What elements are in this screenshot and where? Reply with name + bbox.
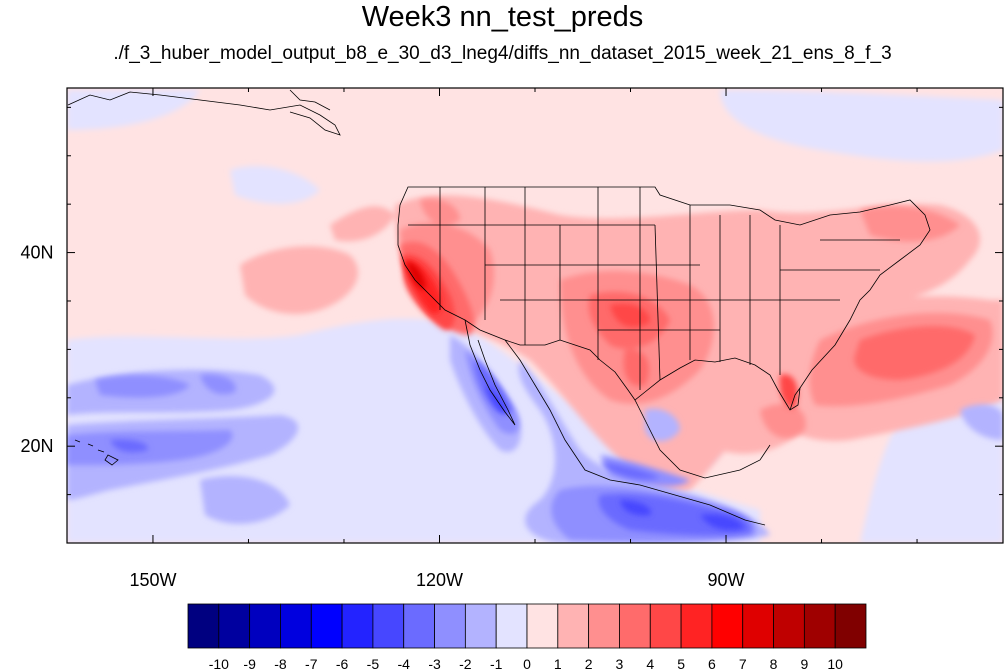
colorbar-swatch bbox=[649, 603, 682, 649]
colorbar-swatch bbox=[341, 603, 374, 649]
colorbar-label: 0 bbox=[523, 656, 531, 672]
colorbar-label: 3 bbox=[616, 656, 624, 672]
colorbar-label: 9 bbox=[800, 656, 808, 672]
y-axis: 40N 20N bbox=[20, 106, 1003, 496]
colorbar-label: -6 bbox=[336, 656, 349, 672]
colorbar: -10 -9 -8 -7 -6 -5 -4 -3 -2 -1 0 1 2 3 4 5 6 7 8 9 10 bbox=[187, 603, 867, 672]
x-tick-label: 150W bbox=[129, 570, 176, 590]
colorbar-label: -3 bbox=[428, 656, 441, 672]
colorbar-swatch bbox=[711, 603, 744, 649]
chart-title: Week3 nn_test_preds bbox=[361, 1, 644, 33]
colorbar-label: -7 bbox=[305, 656, 318, 672]
colorbar-label: 7 bbox=[739, 656, 747, 672]
colorbar-label: -2 bbox=[459, 656, 472, 672]
colorbar-swatch bbox=[742, 603, 774, 649]
colorbar-label: -10 bbox=[209, 656, 229, 672]
colorbar-label: -4 bbox=[398, 656, 411, 672]
colorbar-swatch bbox=[588, 603, 620, 649]
colorbar-swatch bbox=[526, 603, 559, 649]
colorbar-swatch bbox=[464, 603, 497, 649]
colorbar-swatch bbox=[834, 603, 867, 649]
field-layer bbox=[67, 90, 1003, 543]
colorbar-label: 10 bbox=[827, 656, 843, 672]
colorbar-swatch bbox=[280, 603, 312, 649]
colorbar-swatch bbox=[403, 603, 435, 649]
colorbar-swatch bbox=[803, 603, 836, 649]
colorbar-swatch bbox=[619, 603, 651, 649]
colorbar-label: 8 bbox=[770, 656, 778, 672]
colorbar-swatch bbox=[372, 603, 405, 649]
colorbar-label: -8 bbox=[274, 656, 287, 672]
colorbar-swatch bbox=[434, 603, 466, 649]
colorbar-swatch bbox=[495, 603, 528, 649]
x-tick-label: 120W bbox=[416, 570, 463, 590]
colorbar-label: 4 bbox=[646, 656, 654, 672]
chart-subtitle: ./f_3_huber_model_output_b8_e_30_d3_lneg… bbox=[113, 43, 892, 64]
colorbar-label: 1 bbox=[554, 656, 562, 672]
colorbar-swatch bbox=[773, 603, 805, 649]
colorbar-label: -1 bbox=[490, 656, 503, 672]
contour-level-6 bbox=[406, 262, 426, 289]
colorbar-swatch bbox=[187, 603, 220, 649]
colorbar-swatch bbox=[310, 603, 343, 649]
x-axis: 150W 120W 90W bbox=[129, 88, 918, 590]
colorbar-label: 6 bbox=[708, 656, 716, 672]
colorbar-swatch bbox=[218, 603, 251, 649]
colorbar-label: 5 bbox=[677, 656, 685, 672]
colorbar-swatch bbox=[680, 603, 713, 649]
x-tick-label: 90W bbox=[708, 570, 745, 590]
colorbar-label: 2 bbox=[585, 656, 593, 672]
colorbar-label: -5 bbox=[367, 656, 380, 672]
colorbar-swatch bbox=[557, 603, 590, 649]
map-boundaries bbox=[67, 89, 931, 526]
colorbar-swatch bbox=[249, 603, 281, 649]
y-tick-label: 40N bbox=[20, 243, 53, 263]
y-tick-label: 20N bbox=[20, 436, 53, 456]
colorbar-label: -9 bbox=[243, 656, 256, 672]
